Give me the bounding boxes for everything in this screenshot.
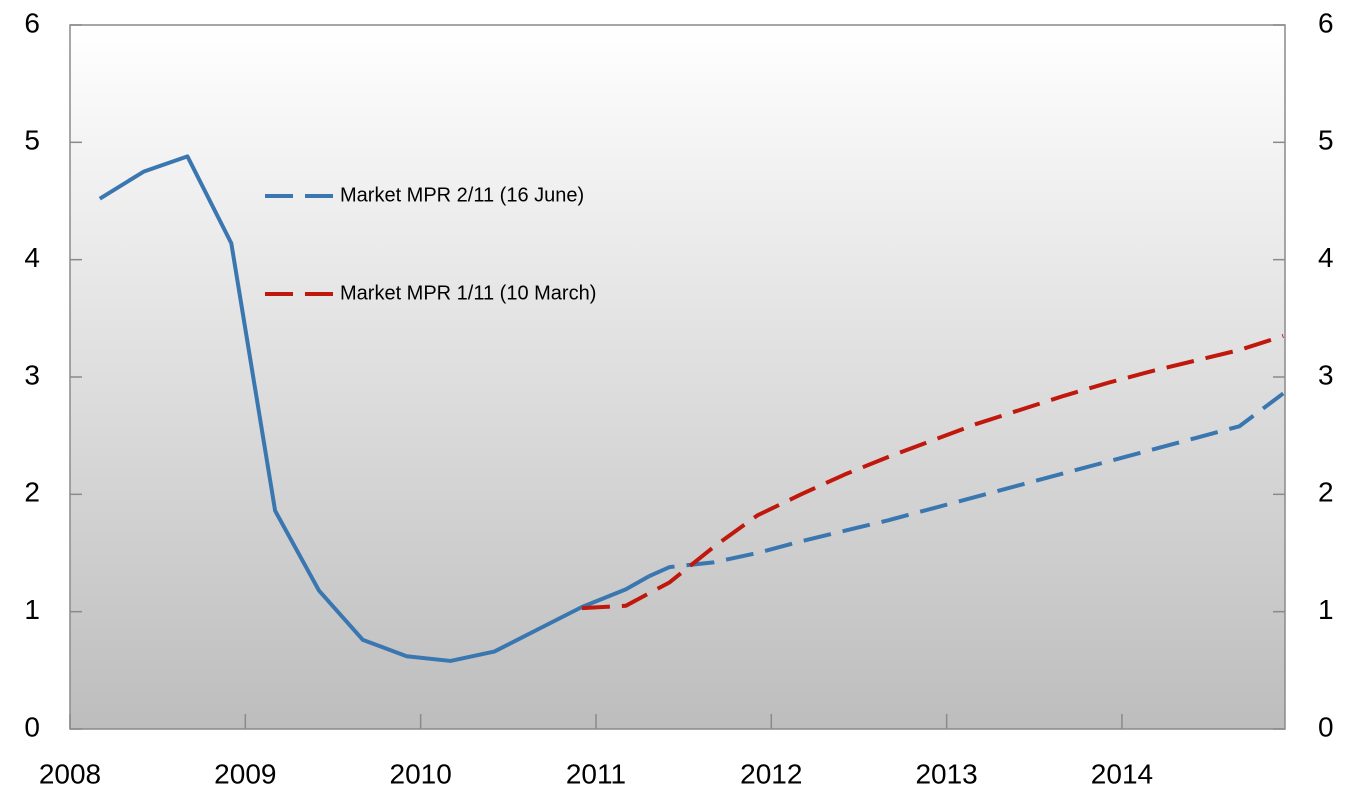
x-tick-label: 2010	[390, 758, 452, 789]
legend-label: Market MPR 2/11 (16 June)	[340, 184, 584, 206]
series-line	[98, 154, 650, 663]
y-tick-label: 1	[24, 594, 40, 625]
y-tick-label: 6	[24, 7, 40, 38]
x-tick-label: 2013	[915, 758, 977, 789]
legend-label: Market MPR 1/11 (10 March)	[340, 282, 596, 304]
y-tick-label: 3	[24, 359, 40, 390]
y-tick-label: 5	[24, 125, 40, 156]
x-tick-label: 2014	[1091, 758, 1153, 789]
x-tick-label: 2009	[214, 758, 276, 789]
y2-tick-label: 2	[1318, 477, 1334, 508]
y-tick-label: 0	[24, 711, 40, 742]
series-line	[647, 391, 1285, 579]
y2-tick-label: 6	[1318, 7, 1334, 38]
series-line	[581, 334, 1284, 611]
x-tick-label: 2012	[740, 758, 802, 789]
y2-tick-label: 1	[1318, 594, 1334, 625]
y2-tick-label: 3	[1318, 359, 1334, 390]
plot-area	[69, 24, 1286, 730]
y-tick-label: 4	[24, 242, 40, 273]
y2-tick-label: 5	[1318, 125, 1334, 156]
y-tick-label: 2	[24, 477, 40, 508]
y2-tick-label: 4	[1318, 242, 1334, 273]
x-tick-label: 2011	[566, 758, 626, 789]
y2-tick-label: 0	[1318, 711, 1334, 742]
x-tick-label: 2008	[39, 758, 101, 789]
